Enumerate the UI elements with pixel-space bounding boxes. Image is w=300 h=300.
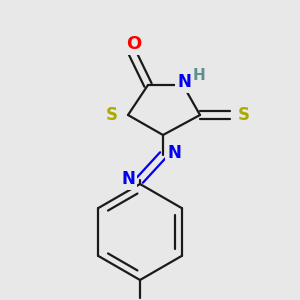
Text: N: N — [167, 144, 181, 162]
Text: H: H — [193, 68, 206, 82]
Text: S: S — [106, 106, 118, 124]
Text: N: N — [121, 170, 135, 188]
Text: S: S — [238, 106, 250, 124]
Text: O: O — [126, 35, 142, 53]
Text: N: N — [177, 73, 191, 91]
